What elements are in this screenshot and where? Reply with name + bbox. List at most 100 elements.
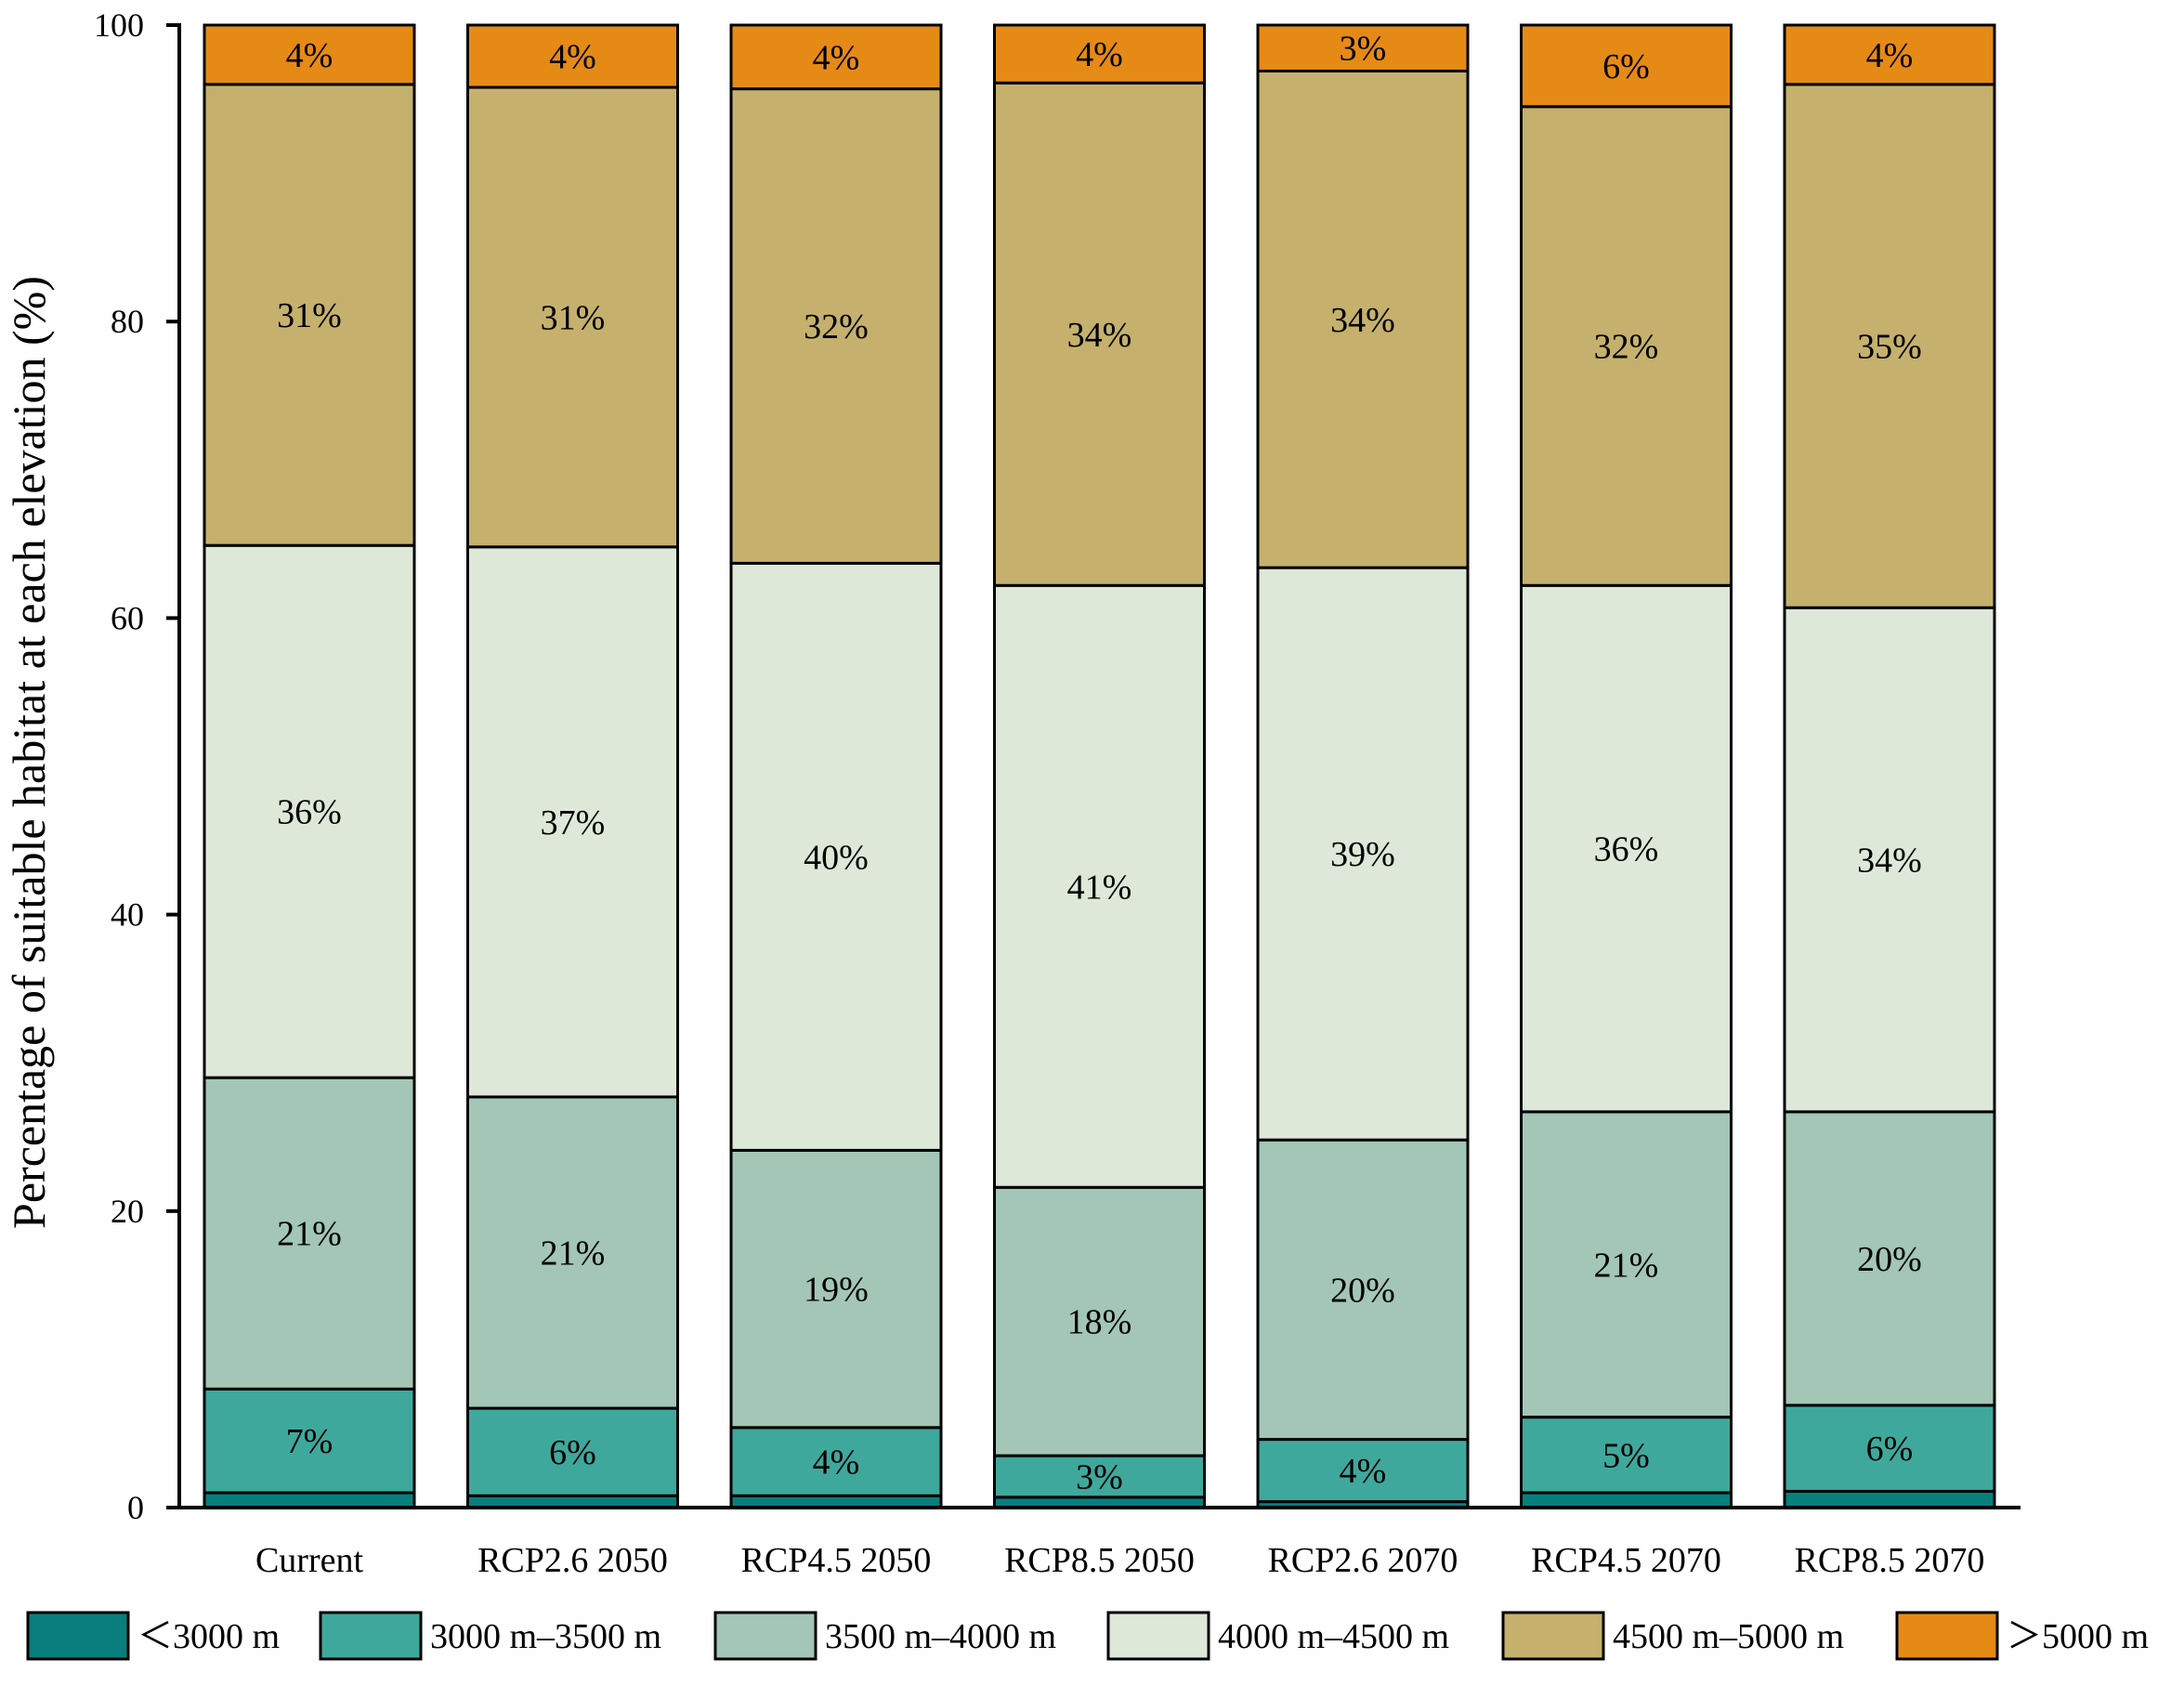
data-label: 4% — [286, 36, 333, 75]
bars-group — [203, 23, 1996, 1509]
data-label: 20% — [1857, 1240, 1922, 1279]
legend-swatch — [1895, 1611, 1999, 1661]
data-label: 18% — [1067, 1303, 1132, 1342]
data-label: 6% — [1602, 47, 1650, 86]
bar-segment — [203, 1076, 416, 1391]
category-labels-group: Current RCP2.6 2050 RCP4.5 2050 RCP8.5 2050… — [255, 1541, 1984, 1580]
legend-label: 3000 m–3500 m — [430, 1617, 661, 1656]
bar-segment — [1783, 83, 1996, 609]
x-tick-label: RCP4.5 2050 — [741, 1541, 932, 1580]
bar-segment — [466, 1406, 679, 1497]
data-label: 21% — [541, 1234, 606, 1273]
data-label: 34% — [1067, 316, 1132, 355]
data-label: 4% — [549, 38, 596, 77]
y-tick-label: 80 — [111, 303, 144, 340]
data-label: 3% — [1076, 1457, 1123, 1496]
bar-labels-group: 7% 21% 36% 31% 4% 6% 21% 37% 31% 4% 4% 19% 40% 32% 4% 3… — [277, 30, 1922, 1497]
bar-segment — [729, 23, 943, 91]
x-tick-label: RCP2.6 2070 — [1268, 1541, 1458, 1580]
y-tick-label: 0 — [127, 1489, 144, 1526]
bar-segment — [993, 1185, 1206, 1457]
bar-segment — [729, 1148, 943, 1430]
data-label: 21% — [1594, 1246, 1659, 1285]
bar-segment — [466, 1095, 679, 1410]
bar-segment — [203, 23, 416, 86]
bar-segment — [1783, 1110, 1996, 1407]
x-tick-label: RCP4.5 2070 — [1531, 1541, 1721, 1580]
bar-segment — [729, 87, 943, 565]
legend-swatch — [26, 1611, 130, 1661]
y-tick-label: 100 — [94, 7, 144, 44]
legend-swatch — [713, 1611, 817, 1661]
data-label: 36% — [1594, 830, 1659, 869]
data-label: 35% — [1857, 328, 1922, 367]
bar-segment — [1520, 583, 1733, 1114]
legend-label: 4500 m–5000 m — [1613, 1617, 1844, 1656]
data-label: 4% — [1076, 35, 1123, 74]
legend-label: ＜3000 m — [137, 1617, 280, 1656]
bar-segment — [466, 23, 679, 89]
data-label: 32% — [1594, 328, 1659, 367]
data-label: 19% — [804, 1271, 869, 1310]
data-label: 20% — [1330, 1271, 1395, 1310]
bar-segment — [1256, 1438, 1470, 1504]
bar-segment — [466, 85, 679, 549]
data-label: 31% — [541, 298, 606, 337]
data-label: 4% — [813, 1443, 860, 1482]
bar-segment — [1256, 1138, 1470, 1442]
bar-segment — [993, 81, 1206, 587]
data-label: 4% — [1866, 36, 1914, 75]
x-tick-label: RCP8.5 2070 — [1795, 1541, 1985, 1580]
bar-segment — [203, 1387, 416, 1495]
data-label: 4% — [1340, 1452, 1387, 1491]
data-label: 41% — [1067, 868, 1132, 907]
data-label: 21% — [277, 1215, 342, 1254]
data-label: 31% — [277, 296, 342, 335]
data-label: 5% — [1602, 1436, 1650, 1475]
legend-swatch — [1106, 1611, 1210, 1661]
legend-label: 4000 m–4500 m — [1218, 1617, 1449, 1656]
bar-segment — [993, 1454, 1206, 1499]
bar-segment — [466, 545, 679, 1099]
bar-segment — [1520, 105, 1733, 587]
y-tick-label: 40 — [111, 896, 144, 934]
data-label: 39% — [1330, 835, 1395, 874]
bar-segment — [203, 83, 416, 547]
x-tick-label: Current — [255, 1541, 364, 1580]
data-label: 34% — [1330, 301, 1395, 340]
data-label: 37% — [541, 803, 606, 842]
bar-segment — [1520, 1110, 1733, 1419]
bar-segment — [1520, 1416, 1733, 1495]
legend-label: 3500 m–4000 m — [825, 1617, 1056, 1656]
data-label: 32% — [804, 307, 869, 346]
bar-segment — [203, 1491, 416, 1509]
data-label: 34% — [1857, 842, 1922, 881]
data-label: 7% — [286, 1422, 333, 1461]
bar-segment — [1783, 1489, 1996, 1509]
legend-swatch — [319, 1611, 423, 1661]
data-label: 40% — [804, 838, 869, 877]
legend-swatch — [1501, 1611, 1605, 1661]
data-label: 4% — [813, 38, 860, 77]
bar-segment — [1520, 1491, 1733, 1509]
data-label: 6% — [549, 1433, 596, 1472]
legend: ＜3000 m 3000 m–3500 m 3500 m–4000 m 4000 m–… — [26, 1611, 2149, 1661]
legend-label: ＞5000 m — [2007, 1617, 2149, 1656]
bar-segment — [1256, 566, 1470, 1142]
bar-segment — [729, 1426, 943, 1497]
bar-segment — [993, 23, 1206, 85]
y-tick-label: 20 — [111, 1193, 144, 1230]
bar-segment — [1783, 23, 1996, 86]
x-tick-label: RCP2.6 2050 — [477, 1541, 668, 1580]
bar-segment — [993, 583, 1206, 1189]
data-label: 3% — [1340, 30, 1387, 69]
data-label: 6% — [1866, 1430, 1914, 1469]
axes-group: 0 20 40 60 80 100 — [94, 7, 2021, 1526]
y-axis-label: Percentage of suitable habitat at each e… — [3, 276, 55, 1229]
bar-segment — [1520, 23, 1733, 109]
bar-segment — [1783, 1404, 1996, 1493]
x-tick-label: RCP8.5 2050 — [1004, 1541, 1195, 1580]
data-label: 36% — [277, 793, 342, 832]
bar-segment — [1256, 23, 1470, 72]
